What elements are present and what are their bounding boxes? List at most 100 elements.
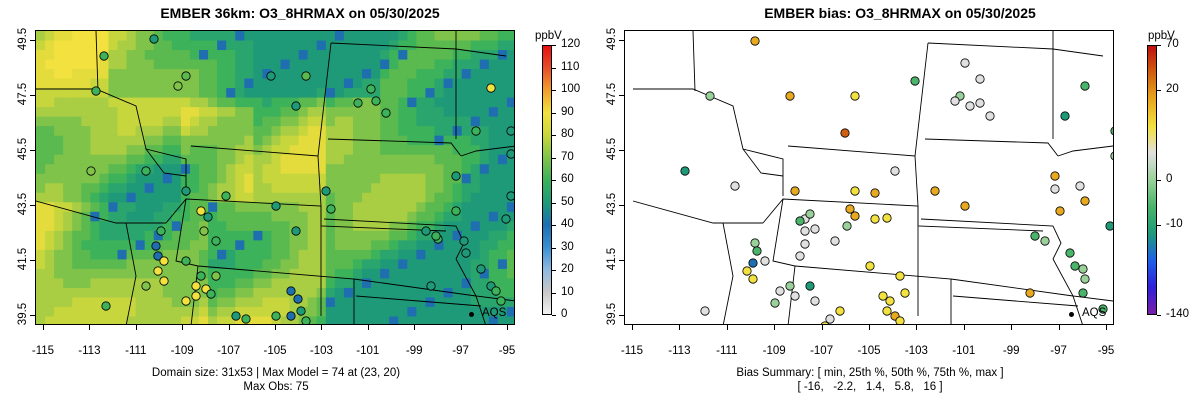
x-tick-label: -109 bbox=[762, 345, 786, 357]
colorbar-tick bbox=[1157, 315, 1161, 316]
colorbar-tick-label: 50 bbox=[561, 195, 574, 208]
y-tick-label: 45.5 bbox=[606, 137, 618, 161]
colorbar-tick-label: 30 bbox=[561, 240, 574, 253]
bias-footer-2: [ -16, -2.2, 1.4, 5.8, 16 ] bbox=[797, 381, 943, 393]
colorbar-tick bbox=[1157, 90, 1161, 91]
colorbar-tick-label: 20 bbox=[1166, 83, 1179, 95]
x-tick-label: -95 bbox=[1097, 345, 1115, 357]
colorbar-tick-label: -10 bbox=[1166, 218, 1183, 230]
bias-panel: EMBER bias: O3_8HRMAX on 05/30/2025 39.5… bbox=[600, 0, 1200, 409]
x-tick bbox=[43, 325, 44, 330]
colorbar-tick-label: 60 bbox=[561, 173, 574, 185]
x-tick-label: -109 bbox=[170, 345, 194, 357]
x-tick-label: -103 bbox=[309, 345, 333, 357]
x-tick bbox=[89, 325, 91, 330]
y-tick-label: 39.5 bbox=[606, 302, 618, 326]
x-tick-label: -97 bbox=[452, 345, 469, 357]
x-tick-label: -103 bbox=[904, 345, 928, 357]
y-tick bbox=[619, 260, 624, 261]
colorbar-tick bbox=[552, 315, 556, 316]
colorbar-tick bbox=[552, 45, 556, 46]
colorbar-tick bbox=[552, 270, 556, 271]
y-tick-label: 45.5 bbox=[17, 137, 29, 161]
x-tick bbox=[460, 325, 462, 330]
x-tick bbox=[726, 325, 728, 330]
y-tick bbox=[30, 40, 35, 41]
model-map-frame bbox=[35, 30, 515, 325]
y-tick-label: 47.5 bbox=[17, 82, 29, 106]
x-tick bbox=[135, 325, 137, 330]
aqs-label: AQS bbox=[1082, 307, 1107, 319]
model-footer-2: Max Obs: 75 bbox=[243, 381, 309, 393]
observation-sites bbox=[86, 34, 514, 324]
colorbar-tick-label: 110 bbox=[561, 60, 580, 73]
bias-map-frame bbox=[624, 30, 1114, 325]
y-tick bbox=[30, 260, 35, 261]
colorbar-tick-label: 40 bbox=[561, 218, 574, 230]
bias-colorbar bbox=[1147, 45, 1157, 315]
x-tick bbox=[869, 325, 870, 330]
colorbar-tick-label: 10 bbox=[561, 285, 574, 298]
x-tick-label: -101 bbox=[952, 345, 976, 357]
x-tick bbox=[632, 325, 633, 330]
bias-footer-1: Bias Summary: [ min, 25th %, 50th %, 75t… bbox=[736, 367, 1004, 379]
y-tick-label: 41.5 bbox=[17, 247, 29, 271]
colorbar-tick bbox=[552, 292, 556, 294]
x-tick bbox=[321, 325, 323, 330]
colorbar-tick-label: 70 bbox=[561, 150, 574, 163]
colorbar-tick bbox=[552, 135, 556, 136]
x-tick-label: -115 bbox=[31, 345, 55, 357]
colorbar-tick bbox=[552, 67, 556, 69]
x-tick-label: -113 bbox=[668, 345, 691, 357]
colorbar-tick bbox=[1157, 225, 1161, 226]
aqs-label: AQS bbox=[482, 307, 507, 319]
x-tick-label: -107 bbox=[217, 345, 241, 357]
bias-panel-title: EMBER bias: O3_8HRMAX on 05/30/2025 bbox=[764, 5, 1036, 21]
y-tick-label: 49.5 bbox=[606, 27, 618, 51]
colorbar-tick bbox=[552, 157, 556, 159]
colorbar-tick bbox=[552, 90, 556, 91]
colorbar-tick bbox=[552, 202, 556, 204]
model-colorbar bbox=[542, 45, 552, 315]
x-tick bbox=[916, 325, 918, 330]
x-tick bbox=[507, 325, 508, 330]
x-tick bbox=[1058, 325, 1060, 330]
colorbar-tick bbox=[1157, 45, 1161, 46]
x-tick-label: -105 bbox=[857, 345, 881, 357]
x-tick bbox=[1106, 325, 1107, 330]
colorbar-tick-label: -140 bbox=[1166, 308, 1190, 320]
x-tick-label: -111 bbox=[125, 345, 147, 357]
x-tick-label: -101 bbox=[356, 345, 380, 357]
colorbar-tick bbox=[1157, 180, 1161, 181]
colorbar-unit: ppbV bbox=[535, 30, 562, 42]
y-tick bbox=[30, 150, 35, 151]
x-tick bbox=[679, 325, 681, 330]
y-tick bbox=[619, 95, 624, 96]
state-boundaries bbox=[36, 31, 514, 324]
x-tick bbox=[367, 325, 369, 330]
x-tick bbox=[228, 325, 230, 330]
colorbar-tick-label: 120 bbox=[561, 38, 581, 50]
aqs-marker bbox=[469, 312, 474, 317]
y-tick bbox=[619, 315, 624, 316]
x-tick-label: -95 bbox=[498, 345, 516, 357]
colorbar-tick bbox=[552, 180, 556, 181]
y-tick bbox=[30, 205, 35, 206]
colorbar-tick-label: 70 bbox=[1166, 38, 1179, 50]
y-tick bbox=[619, 150, 624, 151]
colorbar-tick-label: 100 bbox=[561, 83, 581, 95]
x-tick-label: -97 bbox=[1050, 345, 1067, 357]
y-tick-label: 49.5 bbox=[17, 27, 29, 51]
x-tick-label: -115 bbox=[620, 345, 644, 357]
colorbar-tick-label: 20 bbox=[561, 263, 574, 275]
y-tick bbox=[30, 95, 35, 96]
aqs-marker bbox=[1069, 312, 1074, 317]
x-tick bbox=[821, 325, 823, 330]
colorbar-tick-label: 0 bbox=[1166, 173, 1173, 185]
x-tick-label: -113 bbox=[78, 345, 101, 357]
x-tick bbox=[963, 325, 965, 330]
bias-sites bbox=[680, 36, 1113, 324]
bias-map bbox=[625, 31, 1113, 324]
x-tick bbox=[182, 325, 184, 330]
x-tick-label: -105 bbox=[263, 345, 287, 357]
